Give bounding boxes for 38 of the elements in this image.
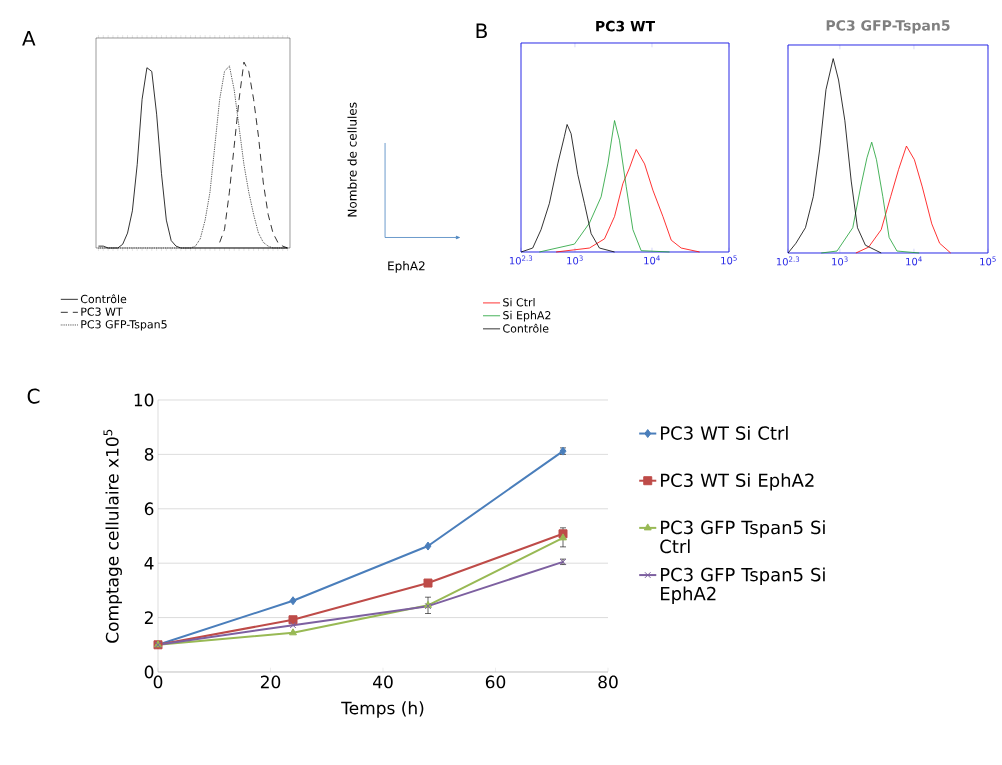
x-tick-label: 10$^{2.3}$ <box>776 256 800 266</box>
x-tick-label: 10$^{3}$ <box>832 256 848 266</box>
y-axis-title: Comptage cellulaire x10$^{5}$ <box>103 429 122 643</box>
legend-label: PC3 WT <box>81 307 123 316</box>
x-tick-label: 60 <box>485 675 506 689</box>
y-tick-label: 8 <box>144 447 154 461</box>
text: A <box>22 31 36 46</box>
legend-label: PC3 WT Si Ctrl <box>661 425 788 440</box>
legend-label: PC3 GFP Tspan5 Si EphA2 <box>661 567 825 604</box>
y-tick-label: 4 <box>144 556 154 570</box>
legend-label: PC3 GFP-Tspan5 <box>81 320 167 331</box>
x-tick-label: 80 <box>598 675 618 689</box>
text: B <box>476 23 487 39</box>
text: C <box>27 388 40 404</box>
x-tick-label: 10$^{5}$ <box>980 256 996 266</box>
x-tick-label: 0 <box>153 675 163 689</box>
legend-label: PC3 GFP Tspan5 Si Ctrl <box>660 520 825 554</box>
x-tick-label: 20 <box>260 675 281 689</box>
legend-label: Si Ctrl <box>503 297 535 307</box>
y-tick-label: 2 <box>144 611 153 624</box>
x-tick-label: 10$^{2.3}$ <box>509 255 533 265</box>
x-tick-label: 10$^{4}$ <box>906 256 922 266</box>
x-tick-label: 40 <box>373 675 393 689</box>
chart-title: PC3 GFP-Tspan5 <box>826 20 950 34</box>
text: Nombre de cellules <box>347 102 357 217</box>
y-tick-label: 10 <box>134 393 154 407</box>
x-axis-title: Temps (h) <box>341 701 424 718</box>
y-tick-label: 0 <box>144 665 154 679</box>
x-tick-label: 10$^{5}$ <box>721 255 737 265</box>
legend-label: Contrôle <box>80 294 127 304</box>
x-tick-label: 10$^{4}$ <box>644 255 660 265</box>
legend-label: Si EphA2 <box>503 310 551 322</box>
text: EphA2 <box>388 261 425 273</box>
legend-label: Contrôle <box>503 323 549 333</box>
chart-title: PC3 WT <box>596 20 655 32</box>
x-tick-label: 10$^{3}$ <box>567 255 583 265</box>
legend-label: PC3 WT Si EphA2 <box>661 473 814 491</box>
y-tick-label: 6 <box>144 502 154 516</box>
